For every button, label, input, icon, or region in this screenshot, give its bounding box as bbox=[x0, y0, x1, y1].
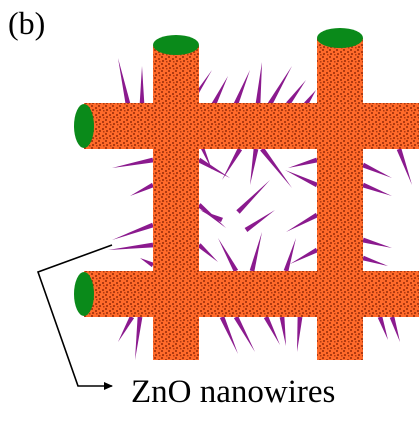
nanowire-spike bbox=[389, 316, 400, 342]
horizontal-rod-bottom bbox=[74, 271, 419, 317]
nanowire-spike bbox=[112, 222, 154, 240]
nanowire-spike bbox=[283, 238, 296, 272]
nanowire-spike bbox=[222, 147, 243, 180]
nanowire-spike bbox=[218, 238, 239, 273]
nanowire-spike bbox=[112, 157, 154, 168]
nanowire-spike bbox=[263, 315, 280, 345]
nanowire-spike bbox=[236, 180, 270, 214]
nanowire-spike bbox=[200, 210, 223, 223]
nanowire-spike bbox=[290, 247, 319, 264]
nanowire-spike bbox=[286, 212, 319, 232]
nanowire-spike bbox=[250, 148, 259, 185]
nanowire-spike bbox=[118, 58, 131, 105]
nanowire-callout-label: ZnO nanowires bbox=[131, 374, 335, 410]
nanowire-spike bbox=[244, 210, 275, 232]
nanowire-spike bbox=[139, 66, 145, 105]
horizontal-rod-top bbox=[74, 103, 419, 149]
nanowire-spike bbox=[362, 255, 388, 266]
panel-label: (b) bbox=[8, 5, 45, 41]
vertical-rod-right bbox=[317, 28, 363, 360]
nanowire-spike bbox=[279, 316, 286, 346]
nanowire-spike bbox=[285, 170, 319, 188]
nanowire-spike bbox=[135, 316, 143, 360]
nanowire-spike bbox=[286, 80, 306, 106]
nanowire-spike bbox=[140, 258, 155, 268]
nanowire-spike bbox=[362, 162, 392, 178]
nanowire-spike bbox=[233, 70, 250, 105]
nanowire-spike bbox=[219, 316, 238, 354]
nanowire-spike bbox=[377, 316, 388, 340]
vertical-rod-left bbox=[153, 35, 199, 360]
nanowire-spike bbox=[267, 66, 292, 106]
nanowire-spike bbox=[108, 242, 154, 250]
nanowire-spike bbox=[362, 182, 392, 196]
nanowire-spike bbox=[362, 237, 392, 248]
nanowire-spike bbox=[249, 232, 262, 272]
nanowire-spike bbox=[260, 147, 292, 188]
nanowire-spike bbox=[396, 148, 412, 185]
nanowire-spike bbox=[130, 182, 155, 196]
callout-arrow bbox=[36, 244, 113, 390]
nanowire-spike bbox=[255, 62, 262, 105]
nanowire-spike bbox=[197, 243, 218, 262]
nanowire-spike bbox=[288, 157, 318, 168]
nanowire-spike bbox=[304, 90, 316, 106]
nanowire-spike bbox=[118, 315, 135, 342]
nanowire-spike bbox=[297, 316, 303, 352]
nanowire-spike bbox=[211, 76, 228, 106]
nanowire-group bbox=[108, 58, 412, 360]
nanowire-spike bbox=[233, 315, 255, 352]
nanowire-spike bbox=[197, 157, 230, 178]
